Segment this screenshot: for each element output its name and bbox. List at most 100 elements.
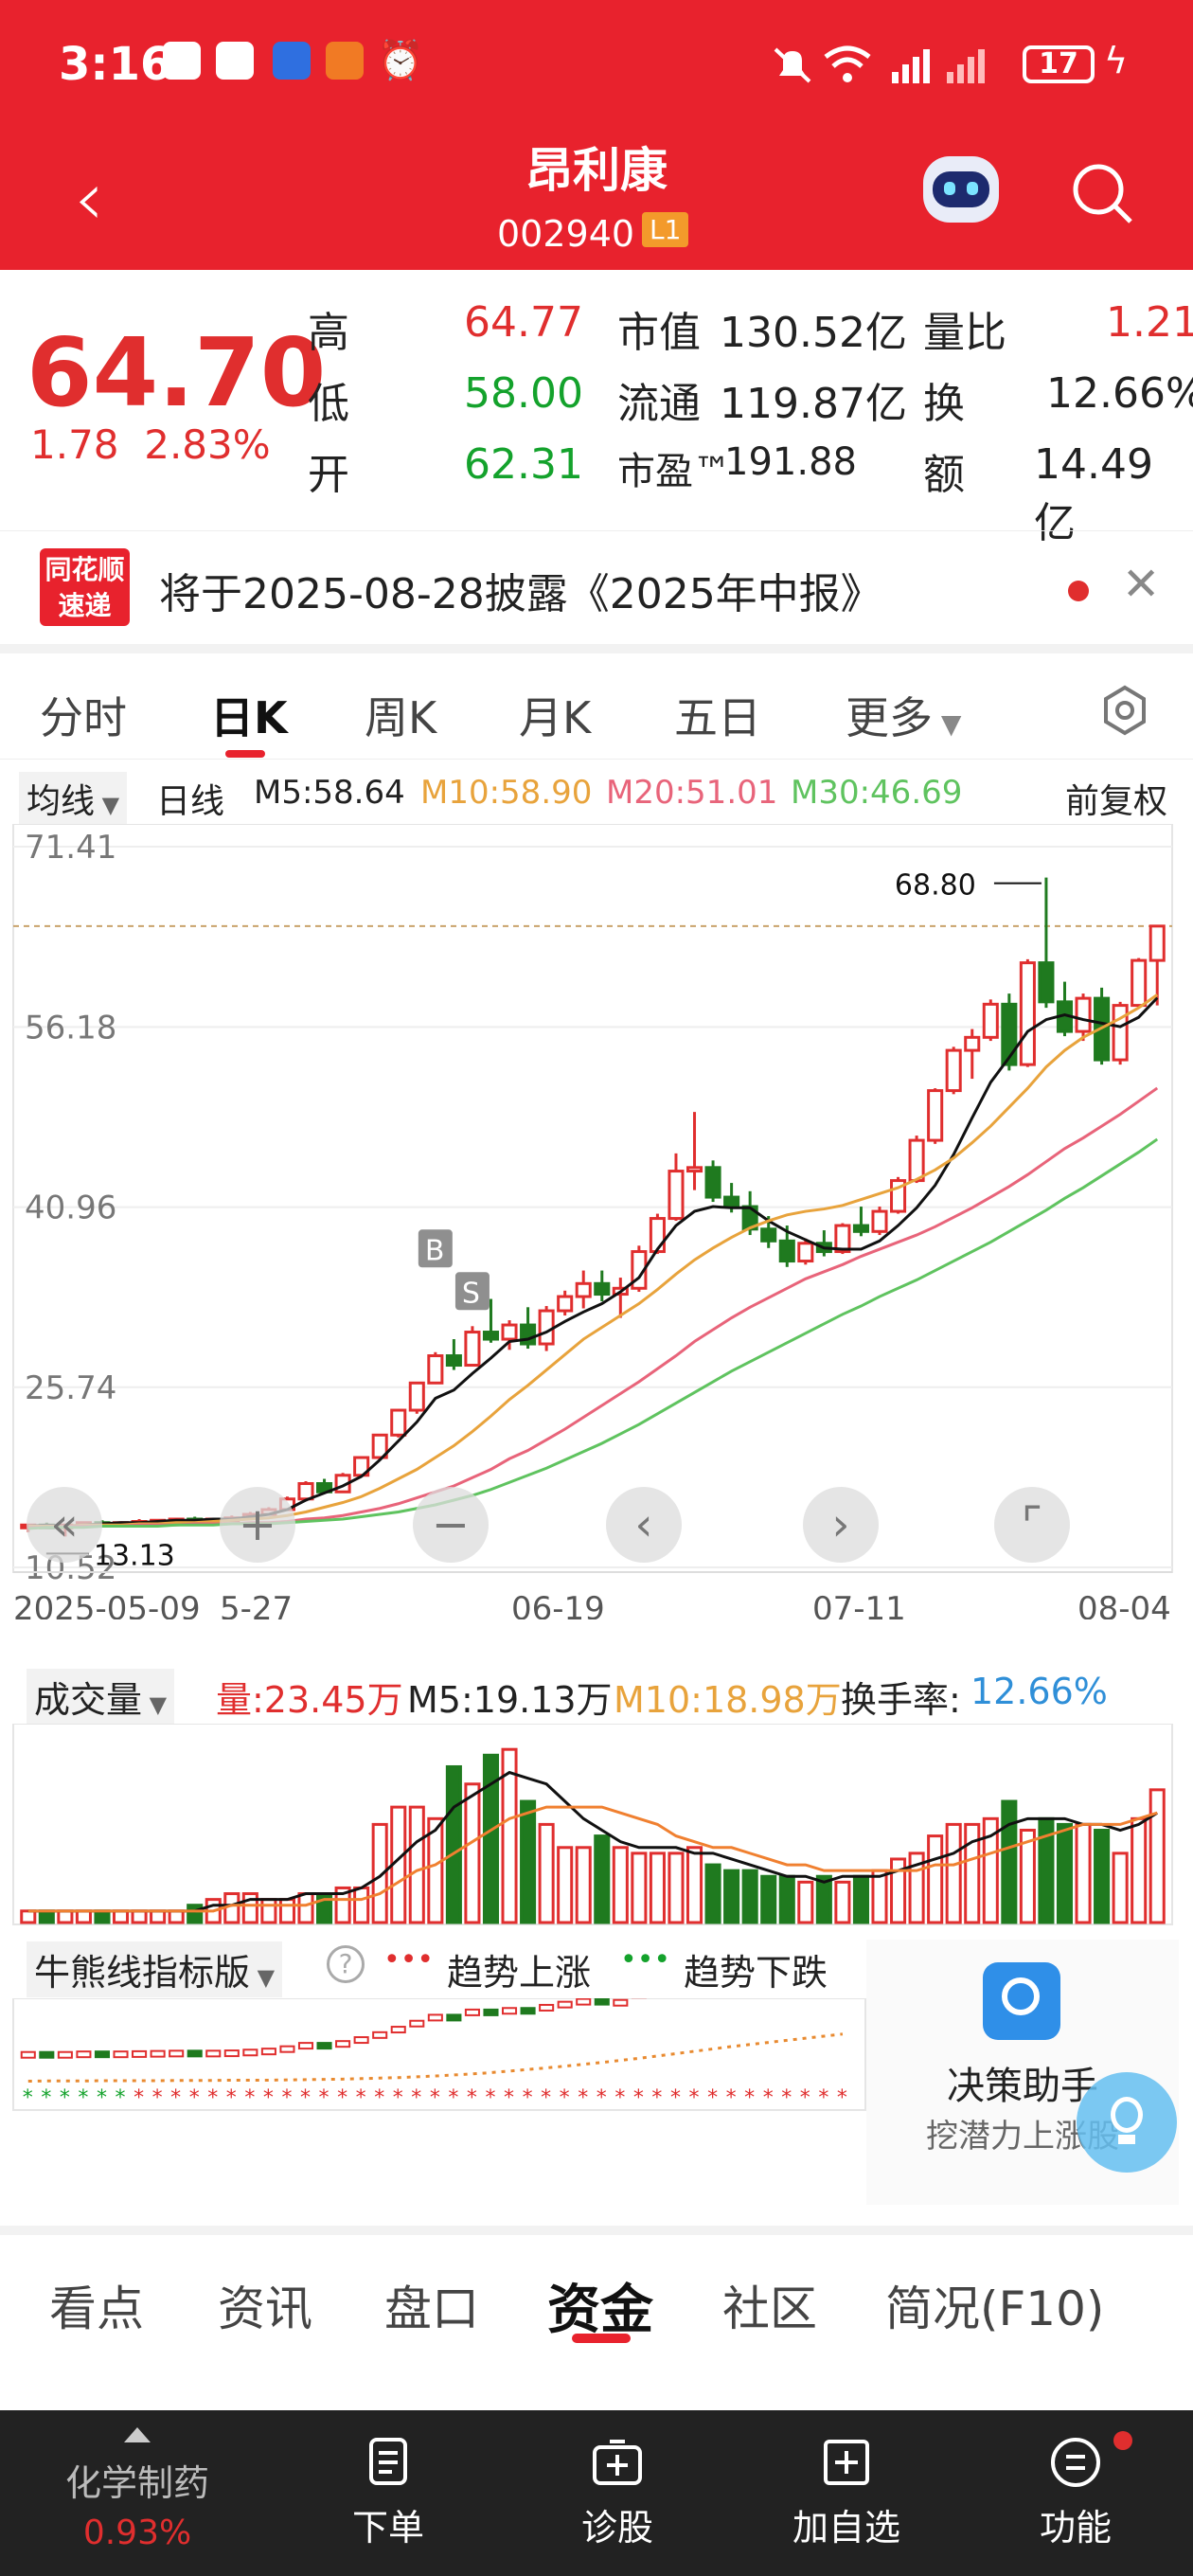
fullscreen-button[interactable] <box>994 1487 1070 1563</box>
bull-bear-select[interactable]: 牛熊线指标版 ▼ <box>27 1941 283 1997</box>
close-icon[interactable]: ✕ <box>1122 558 1161 611</box>
functions-button[interactable]: 功能 <box>962 2410 1189 2576</box>
candle-body <box>686 1166 703 1173</box>
order-icon <box>369 2438 407 2485</box>
tab-intraday[interactable]: 分时 <box>40 692 127 743</box>
next-button[interactable] <box>803 1487 879 1563</box>
volume-indicator-select[interactable]: 成交量 ▼ <box>27 1669 175 1725</box>
add-watchlist-button[interactable]: 加自选 <box>733 2410 960 2576</box>
adjust-mode[interactable]: 前复权 <box>1065 782 1168 821</box>
decision-assistant[interactable]: 决策助手 挖潜力上涨股 <box>866 1940 1179 2205</box>
order-button[interactable]: 下单 <box>275 2410 502 2576</box>
bull-bear-bar <box>57 2050 73 2059</box>
tab-monthly-k[interactable]: 月K <box>519 692 592 743</box>
volume-bar <box>501 1747 518 1924</box>
candle-body <box>778 1239 795 1263</box>
volume-bar <box>668 1852 685 1924</box>
trend-dot: * <box>116 2086 126 2110</box>
bull-bear-bar <box>501 2007 518 2015</box>
trend-dot: * <box>614 2086 625 2110</box>
bull-bear-chart[interactable]: * * * * * * * * * * * * * * * * * * * * * * * * * * * * * * * * * * * * * * * *… <box>0 1998 866 2112</box>
turnover-rate-label: 换手率: <box>841 1679 961 1721</box>
divider <box>0 644 1193 653</box>
period-label: 日线 <box>156 782 225 821</box>
volume-bar <box>187 1904 204 1924</box>
candle-body <box>1019 961 1036 1066</box>
indicator-select[interactable]: 均线 ▼ <box>19 772 128 825</box>
bull-bear-bar <box>520 2007 536 2015</box>
bull-bear-bar <box>427 2013 443 2022</box>
candle-body <box>1001 1002 1018 1066</box>
robot-assistant-icon[interactable] <box>923 156 999 223</box>
assistant-title: 决策助手 <box>947 2065 1098 2108</box>
volume-ratio-label: 量比 <box>923 309 1006 357</box>
candle-body <box>668 1170 685 1221</box>
bull-bear-bar <box>132 2049 148 2058</box>
trade-marker <box>454 1272 490 1311</box>
mcap-value: 130.52亿 <box>720 309 907 357</box>
tab-community[interactable]: 社区 <box>722 2281 817 2336</box>
volume-bar <box>278 1898 295 1924</box>
volume-bar <box>982 1816 999 1924</box>
bull-bear-bar <box>539 2003 555 2012</box>
trend-dot: * <box>633 2086 644 2110</box>
candle-body <box>871 1209 888 1233</box>
tab-highlights[interactable]: 看点 <box>49 2281 144 2336</box>
bull-bear-bar <box>39 2050 55 2059</box>
open-value: 62.31 <box>464 440 583 489</box>
notice-bar[interactable]: 同花顺 速递 将于2025-08-28披露《2025年中报》 ✕ <box>0 530 1193 644</box>
trend-down-label: 趋势下跌 <box>684 1952 828 1994</box>
search-icon[interactable] <box>1068 159 1136 227</box>
chart-area: 71.41 56.18 40.96 25.74 10.52 68.80 13.13 B S «+ −… <box>0 824 1193 2226</box>
volume-bar <box>631 1852 648 1924</box>
bull-bear-bar <box>464 2008 480 2016</box>
ma30-value: M30:46.69 <box>791 774 963 812</box>
high-label: 高 <box>308 309 349 357</box>
min-price-label: 13.13 <box>94 1539 175 1572</box>
tab-funds[interactable]: 资金 <box>547 2280 653 2341</box>
scroll-left-button[interactable] <box>27 1487 102 1563</box>
bull-bear-bar <box>187 2049 203 2058</box>
tab-five-day[interactable]: 五日 <box>674 692 761 743</box>
sector-button[interactable]: 化学制药 0.93% <box>24 2410 251 2576</box>
volume-bar <box>297 1892 314 1924</box>
pe-label: 市盈™ <box>617 450 731 493</box>
tab-daily-k[interactable]: 日K <box>210 692 288 743</box>
amount-label: 额 <box>923 451 965 499</box>
tab-weekly-k[interactable]: 周K <box>365 692 437 743</box>
zoom-in-icon: + <box>239 1498 276 1551</box>
bull-bear-bar <box>446 2013 462 2022</box>
sector-name: 化学制药 <box>64 2462 209 2504</box>
back-button[interactable]: ‹ <box>74 154 104 242</box>
zoom-in-button[interactable] <box>220 1487 295 1563</box>
candle-body <box>464 1331 481 1368</box>
tab-news[interactable]: 资讯 <box>218 2281 312 2336</box>
trend-dot: * <box>411 2086 421 2110</box>
volume-bar <box>371 1822 388 1924</box>
trend-dot: * <box>319 2086 329 2110</box>
trend-dot: * <box>689 2086 700 2110</box>
volume-m10-line <box>27 1805 1158 1913</box>
tab-order-book[interactable]: 盘口 <box>384 2281 479 2336</box>
trend-dot: * <box>707 2086 718 2110</box>
tab-f10[interactable]: 简况(F10) <box>885 2281 1105 2336</box>
max-price-label: 68.80 <box>895 869 976 903</box>
candle-body <box>760 1227 777 1243</box>
help-icon[interactable]: ? <box>327 1945 365 1983</box>
tab-more[interactable]: 更多 ▼ <box>846 692 962 743</box>
app-icon <box>273 42 311 80</box>
trend-dot: * <box>763 2086 774 2110</box>
notice-text[interactable]: 将于2025-08-28披露《2025年中报》 <box>159 570 882 618</box>
prev-button[interactable] <box>606 1487 682 1563</box>
diagnose-button[interactable]: 诊股 <box>504 2410 731 2576</box>
volume-chart[interactable] <box>0 1724 1193 1932</box>
sector-change: 0.93% <box>82 2513 192 2552</box>
volume-bar <box>150 1909 167 1924</box>
level-badge: L1 <box>642 212 689 247</box>
lightbulb-icon[interactable] <box>1077 2072 1177 2173</box>
zoom-out-button[interactable] <box>413 1487 489 1563</box>
trend-dot: * <box>97 2086 107 2110</box>
volume-bar <box>686 1846 703 1924</box>
settings-icon[interactable] <box>1098 684 1151 737</box>
